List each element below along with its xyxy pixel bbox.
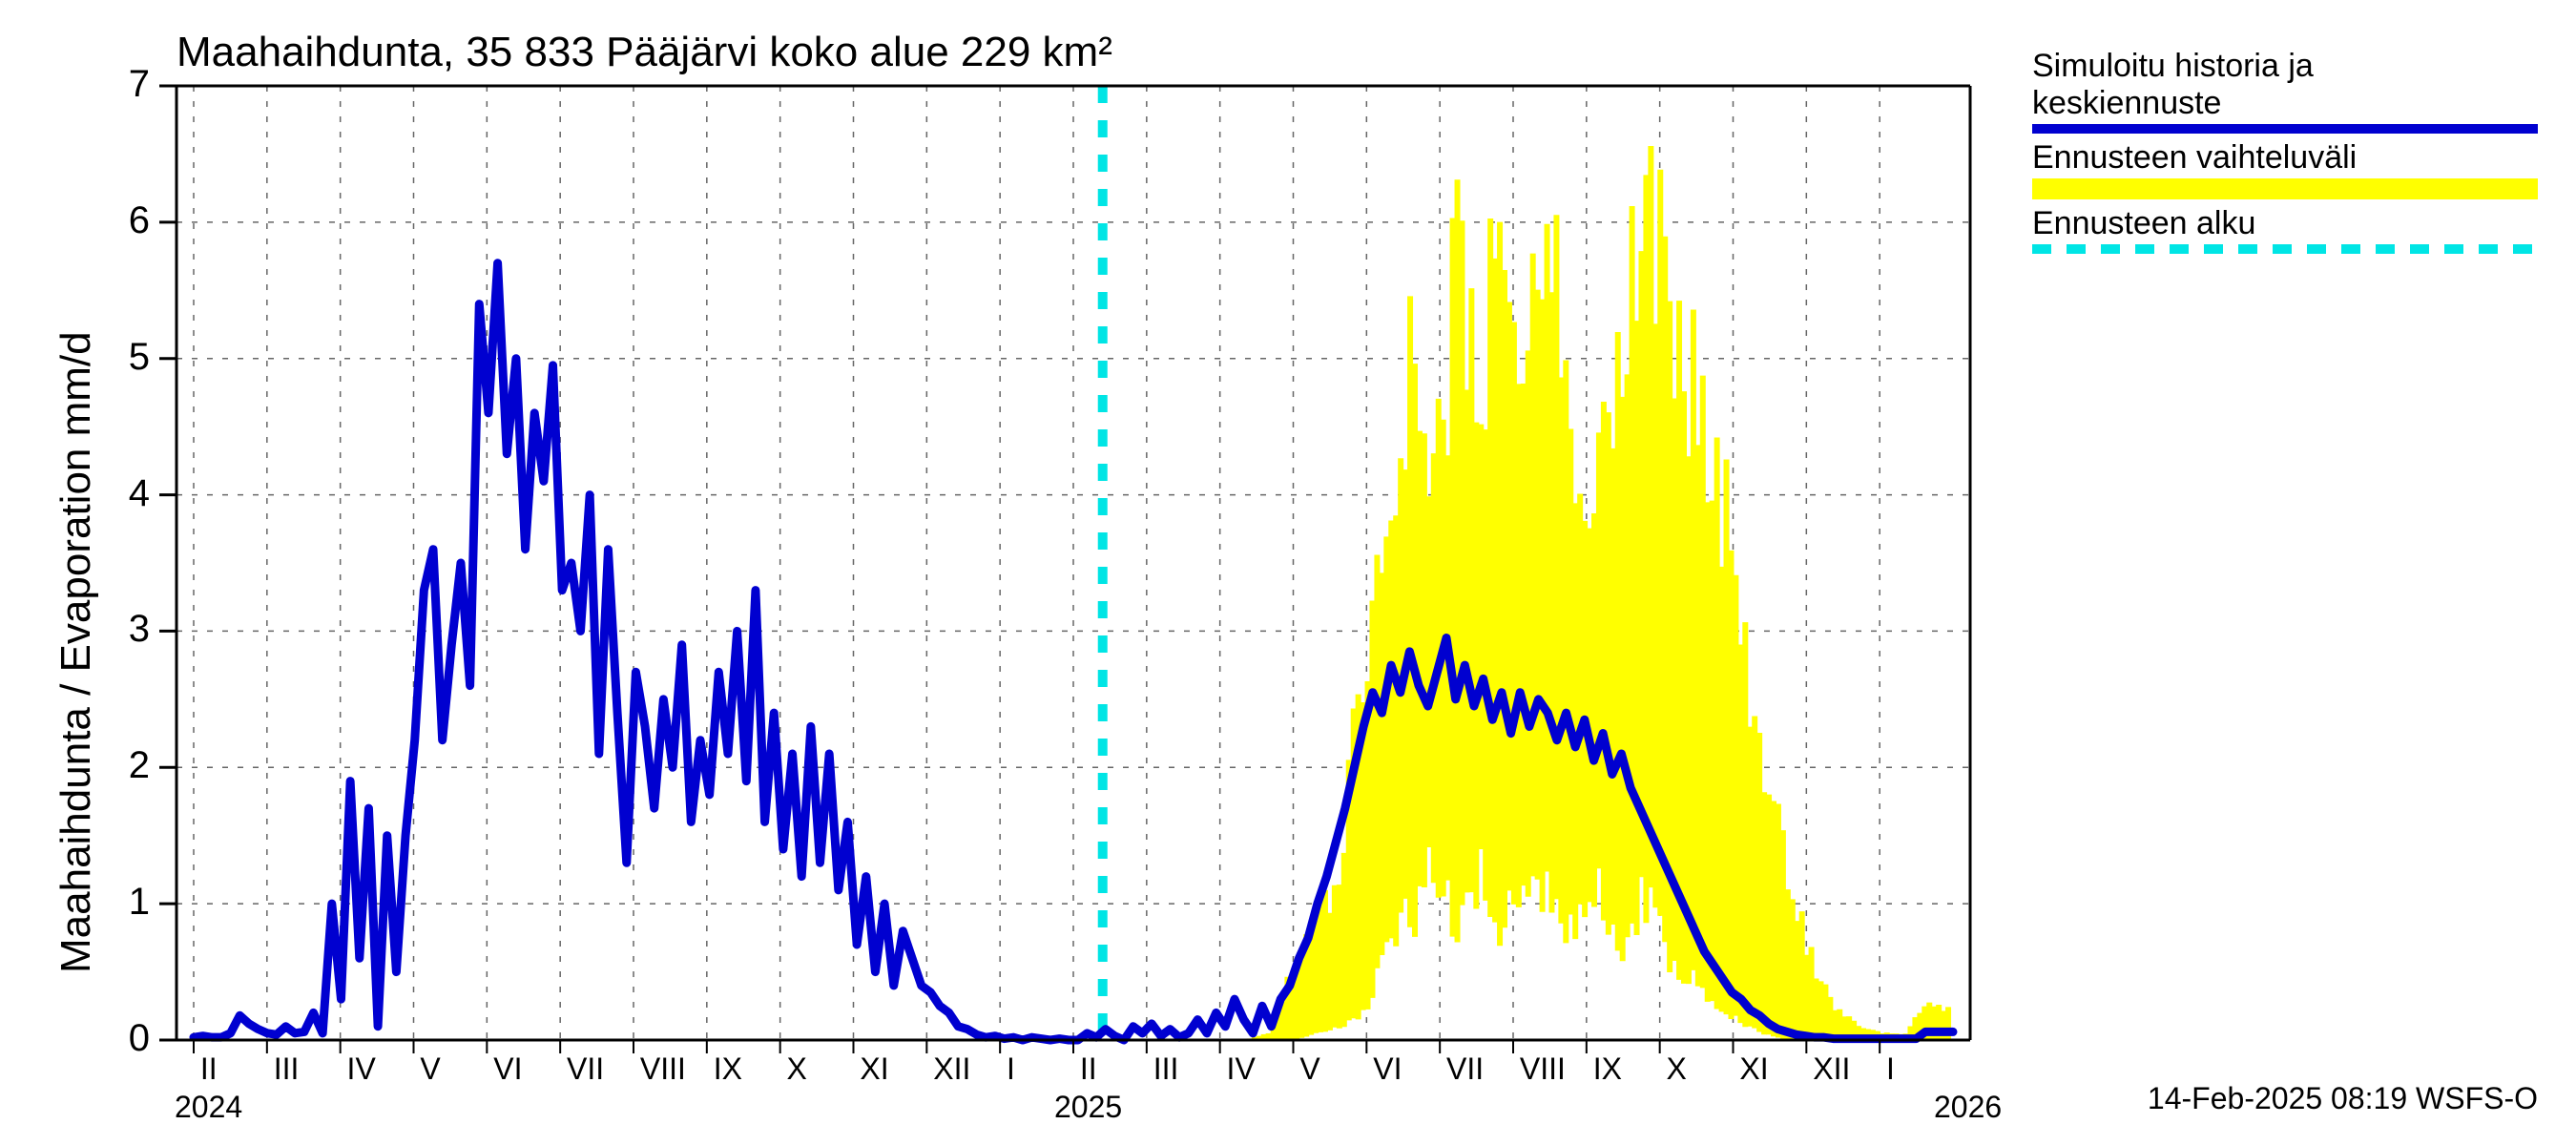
month-tick-label: VI [1373,1051,1402,1087]
year-label: 2024 [175,1090,242,1125]
legend-swatch [2032,244,2538,254]
year-label: 2025 [1054,1090,1122,1125]
month-tick-label: VI [493,1051,522,1087]
legend-entry: Simuloitu historia jakeskiennuste [2032,48,2538,134]
legend-entry: Ennusteen vaihteluväli [2032,139,2538,199]
y-tick-label: 0 [129,1017,150,1060]
legend-text: keskiennuste [2032,85,2538,122]
month-tick-label: X [1667,1051,1687,1087]
month-tick-label: X [787,1051,807,1087]
y-tick-label: 1 [129,881,150,924]
month-tick-label: VIII [1520,1051,1566,1087]
month-tick-label: IV [347,1051,376,1087]
month-tick-label: V [1299,1051,1319,1087]
month-tick-label: II [200,1051,218,1087]
y-tick-label: 3 [129,608,150,651]
legend-text: Ennusteen alku [2032,205,2538,242]
year-label: 2026 [1934,1090,2002,1125]
legend-swatch [2032,178,2538,199]
month-tick-label: IX [714,1051,742,1087]
month-tick-label: XII [933,1051,970,1087]
month-tick-label: XII [1813,1051,1850,1087]
month-tick-label: I [1886,1051,1895,1087]
month-tick-label: IV [1227,1051,1256,1087]
y-tick-label: 7 [129,63,150,106]
legend-text: Ennusteen vaihteluväli [2032,139,2538,177]
y-tick-label: 5 [129,336,150,379]
legend-text: Simuloitu historia ja [2032,48,2538,85]
month-tick-label: XI [860,1051,888,1087]
month-tick-label: VII [567,1051,604,1087]
month-tick-label: III [1153,1051,1179,1087]
month-tick-label: VIII [640,1051,686,1087]
legend: Simuloitu historia jakeskiennuste Ennuste… [2032,48,2538,260]
month-tick-label: I [1007,1051,1015,1087]
legend-swatch [2032,124,2538,134]
month-tick-label: III [274,1051,300,1087]
month-tick-label: IX [1593,1051,1622,1087]
y-tick-label: 6 [129,199,150,242]
y-tick-label: 4 [129,472,150,515]
month-tick-label: II [1080,1051,1097,1087]
legend-entry: Ennusteen alku [2032,205,2538,254]
y-tick-label: 2 [129,744,150,787]
month-tick-label: VII [1446,1051,1484,1087]
timestamp-label: 14-Feb-2025 08:19 WSFS-O [2148,1081,2538,1116]
month-tick-label: V [420,1051,440,1087]
month-tick-label: XI [1739,1051,1768,1087]
